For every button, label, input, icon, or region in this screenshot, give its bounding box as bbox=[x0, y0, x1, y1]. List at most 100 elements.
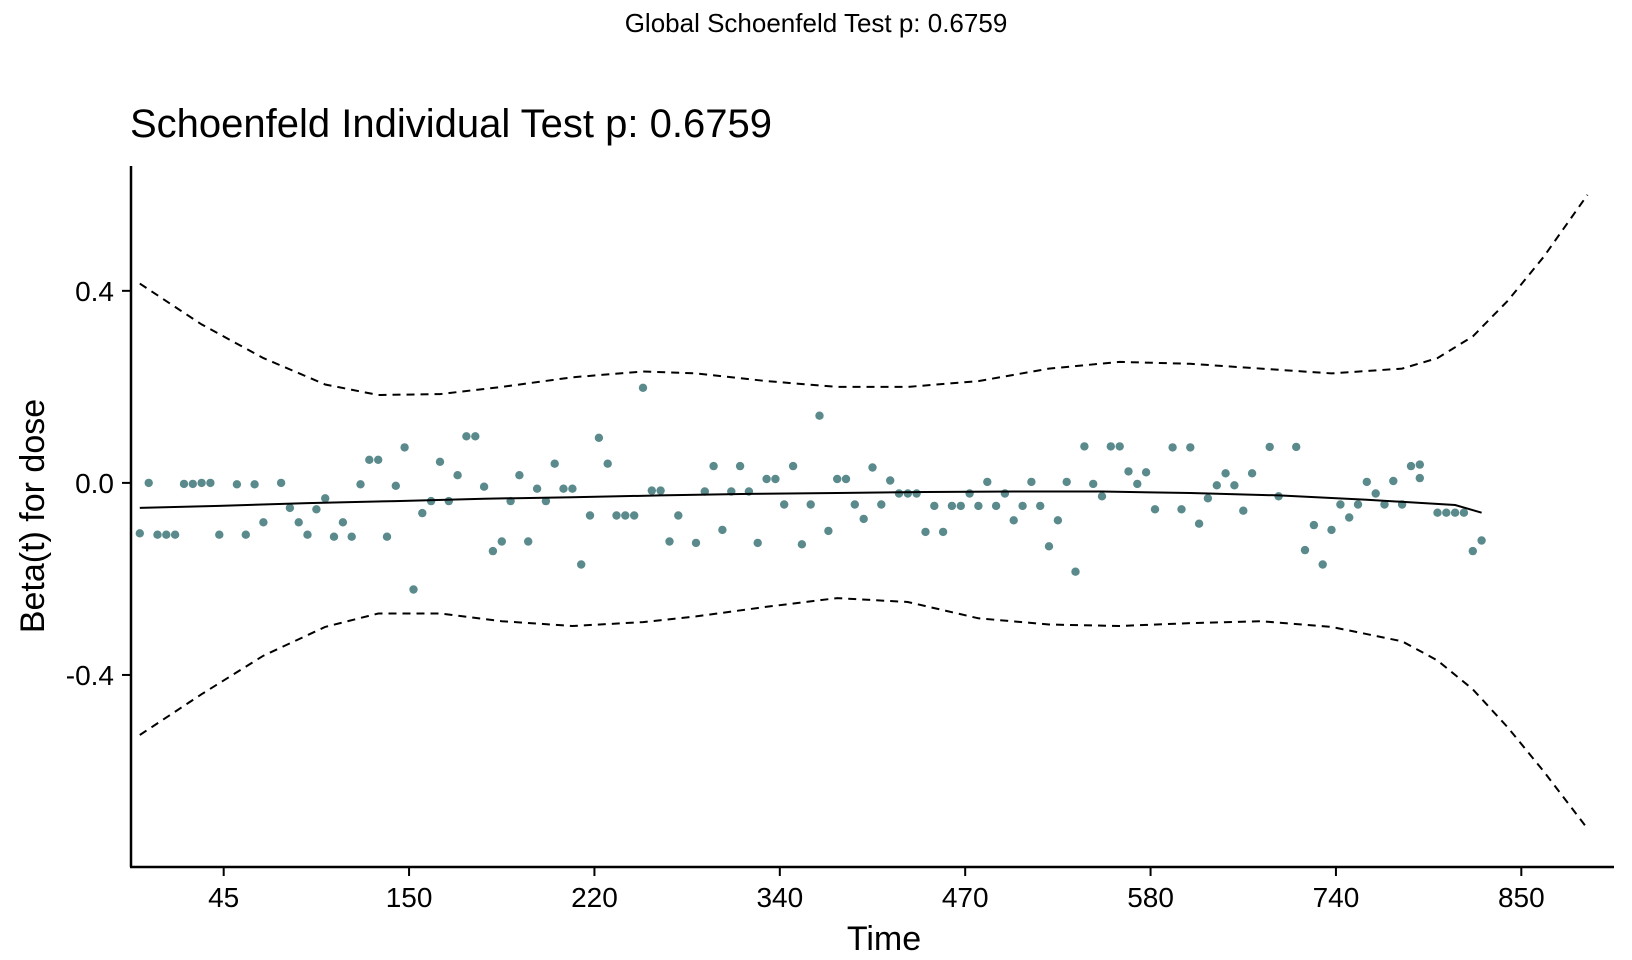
residual-point bbox=[1141, 468, 1151, 477]
y-tick-label: 0.4 bbox=[75, 276, 114, 307]
residual-point bbox=[1018, 501, 1027, 511]
x-tick-label: 220 bbox=[571, 882, 618, 913]
residual-point bbox=[921, 527, 930, 537]
residual-point bbox=[444, 496, 453, 506]
residual-point bbox=[735, 461, 745, 471]
residual-point bbox=[356, 480, 365, 489]
residual-point bbox=[753, 538, 762, 548]
residual-point bbox=[1036, 501, 1045, 511]
residual-point bbox=[788, 461, 798, 471]
residual-point bbox=[329, 532, 339, 541]
residual-point bbox=[1239, 506, 1248, 515]
residual-point bbox=[462, 432, 471, 441]
residual-point bbox=[321, 494, 330, 503]
residual-point bbox=[797, 540, 807, 549]
residual-point bbox=[1265, 442, 1274, 452]
residual-point bbox=[1071, 567, 1080, 576]
residual-point bbox=[1442, 508, 1451, 517]
residual-point bbox=[1044, 542, 1054, 551]
residual-point bbox=[691, 538, 701, 548]
x-tick-label: 850 bbox=[1498, 882, 1545, 913]
residual-point bbox=[850, 500, 859, 509]
residual-point bbox=[1212, 481, 1222, 490]
residual-point bbox=[479, 482, 489, 491]
residual-point bbox=[674, 511, 683, 520]
residual-point bbox=[903, 489, 912, 498]
residual-point bbox=[1389, 476, 1398, 486]
residual-point bbox=[170, 530, 180, 539]
residual-point bbox=[162, 530, 171, 539]
residual-point bbox=[665, 537, 674, 546]
residual-point bbox=[1009, 516, 1018, 525]
x-tick-label: 470 bbox=[942, 882, 989, 913]
residual-point bbox=[815, 411, 824, 420]
residual-point bbox=[621, 511, 630, 520]
residual-point bbox=[709, 461, 718, 471]
residual-point bbox=[1177, 505, 1186, 514]
residual-point bbox=[1247, 469, 1257, 478]
residual-point bbox=[1433, 508, 1442, 517]
residual-point bbox=[656, 486, 665, 495]
residual-point bbox=[1106, 442, 1116, 451]
residual-point bbox=[1053, 516, 1063, 525]
residual-point bbox=[135, 529, 144, 538]
residual-point bbox=[1415, 460, 1425, 469]
residual-point bbox=[409, 585, 418, 594]
residual-point bbox=[1203, 494, 1213, 503]
residual-point bbox=[1406, 461, 1416, 471]
residual-point bbox=[1468, 546, 1478, 556]
x-tick-label: 340 bbox=[756, 882, 803, 913]
residual-point bbox=[471, 432, 480, 441]
residual-point bbox=[1380, 500, 1389, 509]
residual-point bbox=[391, 481, 400, 490]
residual-point bbox=[1371, 489, 1380, 498]
residual-point bbox=[886, 476, 895, 485]
residual-point bbox=[1477, 536, 1486, 545]
residual-point bbox=[806, 500, 815, 509]
residual-point bbox=[771, 474, 780, 484]
upper-confidence-band bbox=[139, 194, 1589, 397]
residual-point bbox=[1194, 519, 1204, 528]
residual-point bbox=[877, 500, 886, 509]
residual-point bbox=[824, 526, 833, 536]
residual-point bbox=[1089, 479, 1098, 489]
smooth-fit-line bbox=[139, 490, 1482, 514]
residual-point bbox=[144, 478, 153, 488]
residual-point bbox=[762, 474, 771, 484]
residual-point bbox=[1459, 508, 1469, 517]
residual-point bbox=[153, 530, 162, 539]
residual-point bbox=[1062, 477, 1071, 487]
residual-point bbox=[215, 530, 224, 539]
residual-point bbox=[1327, 525, 1336, 535]
residual-point bbox=[568, 484, 577, 493]
residual-point bbox=[206, 478, 215, 488]
y-tick-label: 0.0 bbox=[75, 468, 114, 499]
residual-point bbox=[524, 537, 533, 546]
residual-point bbox=[841, 474, 851, 484]
residual-point bbox=[983, 477, 992, 487]
residual-point bbox=[1300, 545, 1310, 555]
residual-point bbox=[285, 503, 295, 513]
residual-point bbox=[974, 501, 983, 511]
residual-point bbox=[1230, 481, 1239, 490]
residual-point bbox=[1080, 442, 1089, 451]
residual-point bbox=[912, 489, 921, 498]
residual-point bbox=[1292, 442, 1301, 452]
residual-point bbox=[991, 501, 1001, 511]
residual-point bbox=[594, 433, 604, 442]
residual-point bbox=[347, 532, 356, 541]
plot-area bbox=[135, 194, 1589, 830]
residual-point bbox=[1097, 492, 1107, 501]
residual-point bbox=[638, 383, 648, 392]
residual-point bbox=[338, 518, 348, 527]
residual-point bbox=[718, 525, 727, 535]
residual-point bbox=[400, 443, 409, 452]
residual-point bbox=[956, 501, 965, 511]
residual-point bbox=[374, 455, 383, 464]
residual-point bbox=[603, 459, 612, 468]
residual-point bbox=[250, 480, 259, 489]
residual-point bbox=[1345, 513, 1354, 522]
residual-point bbox=[1124, 467, 1133, 476]
residual-point bbox=[1221, 469, 1230, 478]
x-tick-label: 740 bbox=[1313, 882, 1360, 913]
